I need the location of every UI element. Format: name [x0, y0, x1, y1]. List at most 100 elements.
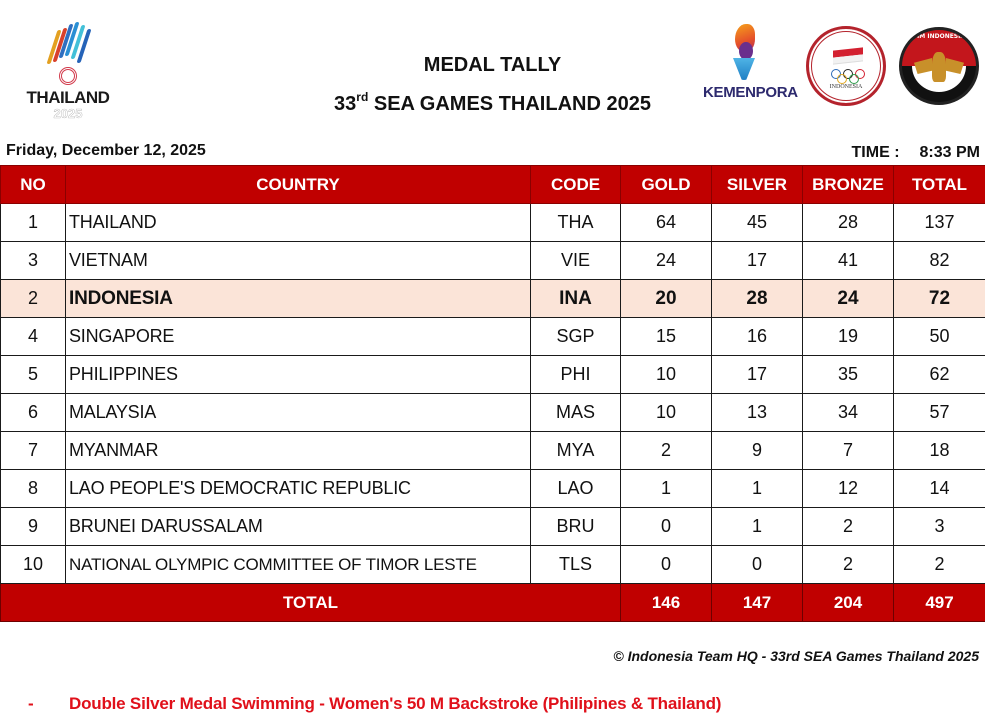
cell-code: LAO	[530, 469, 621, 508]
cell-bronze: 7	[802, 431, 894, 470]
table-row: 7 MYANMAR MYA 2 9 7 18	[0, 431, 985, 470]
cell-silver: 9	[711, 431, 803, 470]
cell-country: INDONESIA	[65, 279, 531, 318]
cell-gold: 0	[620, 545, 712, 584]
cell-bronze: 2	[802, 507, 894, 546]
garuda-icon	[912, 40, 966, 92]
torch-icon	[727, 24, 761, 82]
title-ordinal-number: 33	[334, 93, 357, 115]
totals-bronze: 204	[802, 583, 894, 622]
footnote-text: Double Silver Medal Swimming - Women's 5…	[69, 694, 722, 713]
indonesian-flag-icon	[833, 47, 863, 65]
time-label: TIME :	[851, 144, 900, 161]
cell-bronze: 24	[802, 279, 894, 318]
column-header-gold: GOLD	[620, 165, 712, 204]
kemenpora-logo: KEMENPORA	[703, 24, 798, 106]
footnote-bullet: -	[28, 694, 34, 713]
cell-total: 3	[893, 507, 985, 546]
cell-gold: 24	[620, 241, 712, 280]
column-header-country: COUNTRY	[65, 165, 531, 204]
logo-word: THAILAND	[26, 88, 110, 107]
column-header-code: CODE	[530, 165, 621, 204]
table-row: 4 SINGAPORE SGP 15 16 19 50	[0, 317, 985, 356]
table-row-highlighted: 2 INDONESIA INA 20 28 24 72	[0, 279, 985, 318]
kemenpora-word: KEMENPORA	[703, 84, 798, 101]
cell-gold: 10	[620, 355, 712, 394]
cell-silver: 17	[711, 355, 803, 394]
cell-country: MALAYSIA	[65, 393, 531, 432]
cell-country: MYANMAR	[65, 431, 531, 470]
cell-no: 8	[0, 469, 66, 508]
indonesia-olympic-committee-logo: INDONESIA	[806, 26, 886, 106]
cell-bronze: 12	[802, 469, 894, 508]
cell-silver: 1	[711, 507, 803, 546]
cell-silver: 0	[711, 545, 803, 584]
cell-total: 82	[893, 241, 985, 280]
table-row: 6 MALAYSIA MAS 10 13 34 57	[0, 393, 985, 432]
cell-no: 4	[0, 317, 66, 356]
cell-no: 9	[0, 507, 66, 546]
cell-gold: 20	[620, 279, 712, 318]
time-value: 8:33 PM	[919, 144, 980, 161]
cell-silver: 45	[711, 203, 803, 242]
column-header-total: TOTAL	[893, 165, 985, 204]
totals-silver: 147	[711, 583, 803, 622]
title-line-2-text: SEA GAMES THAILAND 2025	[368, 93, 651, 115]
cell-silver: 17	[711, 241, 803, 280]
table-row: 5 PHILIPPINES PHI 10 17 35 62	[0, 355, 985, 394]
garuda-tim-indonesia-logo: TIM INDONESIA	[899, 27, 979, 105]
cell-total: 14	[893, 469, 985, 508]
cell-code: BRU	[530, 507, 621, 546]
cell-total: 57	[893, 393, 985, 432]
cell-country: PHILIPPINES	[65, 355, 531, 394]
cell-code: MAS	[530, 393, 621, 432]
table-row: 3 VIETNAM VIE 24 17 41 82	[0, 241, 985, 280]
flower-icon	[59, 67, 77, 85]
column-header-silver: SILVER	[711, 165, 803, 204]
cell-gold: 1	[620, 469, 712, 508]
logo-year: 2025	[53, 106, 83, 121]
cell-bronze: 2	[802, 545, 894, 584]
cell-code: THA	[530, 203, 621, 242]
cell-total: 50	[893, 317, 985, 356]
report-date: Friday, December 12, 2025	[6, 142, 206, 159]
cell-total: 18	[893, 431, 985, 470]
title-ordinal-suffix: rd	[356, 90, 369, 104]
cell-country: THAILAND	[65, 203, 531, 242]
cell-country: VIETNAM	[65, 241, 531, 280]
cell-no: 3	[0, 241, 66, 280]
cell-code: INA	[530, 279, 621, 318]
cell-code: TLS	[530, 545, 621, 584]
cell-country: NATIONAL OLYMPIC COMMITTEE OF TIMOR LEST…	[65, 545, 531, 584]
table-row: 9 BRUNEI DARUSSALAM BRU 0 1 2 3	[0, 507, 985, 546]
cell-country: SINGAPORE	[65, 317, 531, 356]
cell-no: 2	[0, 279, 66, 318]
copyright-text: © Indonesia Team HQ - 33rd SEA Games Tha…	[613, 648, 979, 664]
page-title: MEDAL TALLY 33rd SEA GAMES THAILAND 2025	[300, 52, 685, 119]
cell-bronze: 35	[802, 355, 894, 394]
cell-silver: 28	[711, 279, 803, 318]
cell-gold: 15	[620, 317, 712, 356]
koi-center-text: INDONESIA	[829, 84, 863, 90]
table-row: 1 THAILAND THA 64 45 28 137	[0, 203, 985, 242]
totals-total: 497	[893, 583, 985, 622]
totals-row: TOTAL 146 147 204 497	[0, 583, 985, 622]
cell-silver: 1	[711, 469, 803, 508]
cell-no: 10	[0, 545, 66, 584]
column-header-bronze: BRONZE	[802, 165, 894, 204]
cell-total: 62	[893, 355, 985, 394]
cell-no: 1	[0, 203, 66, 242]
cell-country: LAO PEOPLE'S DEMOCRATIC REPUBLIC	[65, 469, 531, 508]
cell-total: 72	[893, 279, 985, 318]
sea-games-emblem-icon	[46, 22, 92, 64]
cell-bronze: 41	[802, 241, 894, 280]
cell-bronze: 19	[802, 317, 894, 356]
column-header-no: NO	[0, 165, 66, 204]
title-line-1: MEDAL TALLY	[423, 54, 562, 76]
report-time: TIME : 8:33 PM	[852, 144, 980, 162]
cell-gold: 2	[620, 431, 712, 470]
cell-bronze: 34	[802, 393, 894, 432]
title-line-2: 33rd SEA GAMES THAILAND 2025	[300, 82, 685, 119]
totals-gold: 146	[620, 583, 712, 622]
totals-label: TOTAL	[0, 583, 621, 622]
